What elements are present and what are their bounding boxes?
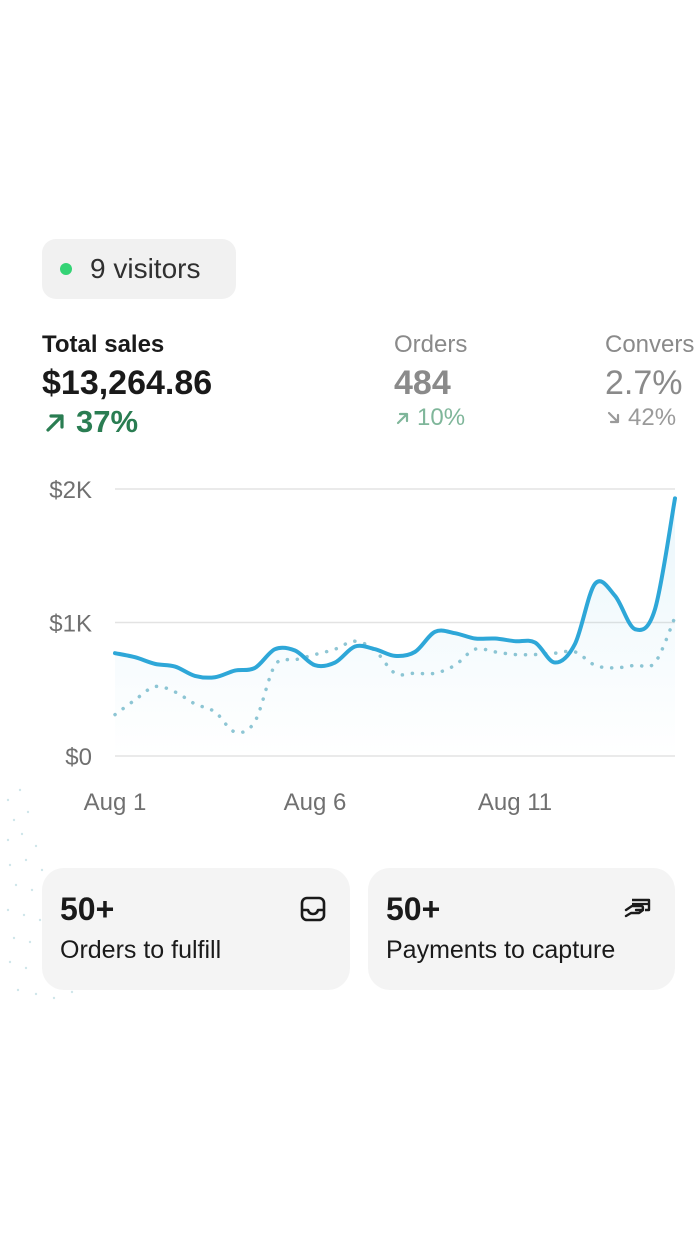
y-tick-label: $0: [65, 744, 92, 771]
metric-label: Total sales: [42, 331, 165, 358]
metric-value: 2.7%: [605, 364, 683, 402]
orders-to-fulfill-card[interactable]: 50+ Orders to fulfill: [42, 868, 350, 990]
inbox-icon: [300, 896, 326, 922]
hand-card-icon: [624, 898, 651, 918]
metric-delta-value: 10%: [417, 404, 466, 431]
x-tick-label: Aug 11: [478, 789, 552, 816]
payments-to-capture-card[interactable]: 50+ Payments to capture: [368, 868, 675, 990]
card-count: 50+: [386, 891, 441, 927]
metric-value: 484: [394, 364, 451, 402]
metric-value: $13,264.86: [42, 364, 213, 402]
metric-delta: 10%: [394, 404, 467, 432]
y-tick-label: $2K: [49, 477, 92, 504]
series-area: [115, 498, 675, 756]
metric-label: Orders: [394, 331, 468, 358]
card-count: 50+: [60, 891, 115, 927]
x-tick-label: Aug 6: [284, 789, 347, 816]
metric-delta-value: 37%: [76, 404, 139, 439]
card-label: Payments to capture: [386, 936, 616, 964]
arrow-up-right-icon: [46, 414, 64, 432]
metric-delta: 42%: [605, 404, 694, 432]
y-tick-label: $1K: [49, 611, 92, 638]
sales-line-chart[interactable]: $2K $1K $0 Aug 1 Aug 6 Aug 11: [0, 460, 700, 840]
live-visitors-label: 9 visitors: [90, 253, 201, 284]
metric-total-sales[interactable]: Total sales $13,264.86 37%: [42, 330, 212, 440]
card-label: Orders to fulfill: [60, 936, 222, 964]
metric-conversion[interactable]: Convers 2.7% 42%: [605, 330, 694, 432]
metric-orders[interactable]: Orders 484 10%: [394, 330, 467, 432]
arrow-up-right-icon: [396, 412, 409, 425]
metric-delta-value: 42%: [628, 404, 677, 431]
metric-label: Convers: [605, 331, 695, 358]
arrow-down-right-icon: [607, 411, 620, 424]
x-tick-label: Aug 1: [84, 789, 147, 816]
live-visitors-pill[interactable]: 9 visitors: [42, 239, 236, 299]
metric-delta: 37%: [42, 404, 212, 440]
series-line-current: [113, 496, 677, 680]
live-status-dot: [60, 263, 72, 275]
